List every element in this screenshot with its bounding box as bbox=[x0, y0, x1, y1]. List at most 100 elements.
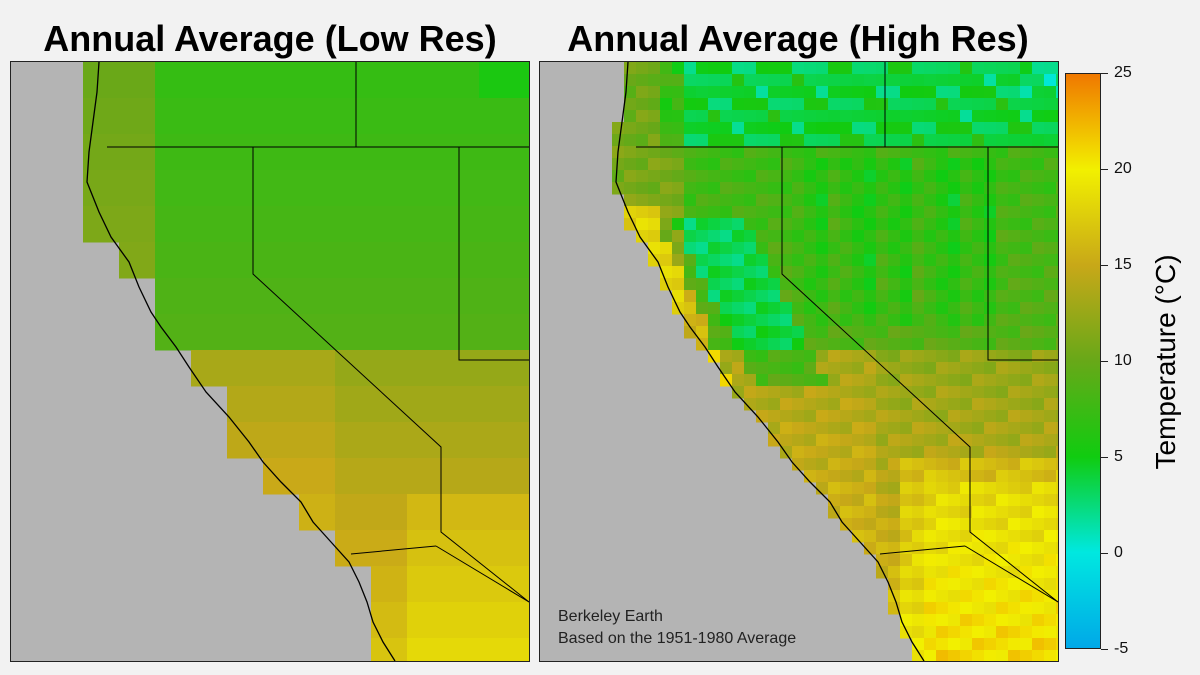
grid-cell bbox=[1032, 338, 1045, 351]
grid-cell bbox=[828, 446, 841, 459]
grid-cell bbox=[984, 530, 997, 543]
grid-cell bbox=[900, 158, 913, 171]
grid-cell bbox=[984, 398, 997, 411]
grid-cell bbox=[299, 98, 336, 135]
grid-cell bbox=[1008, 434, 1021, 447]
grid-cell bbox=[1008, 230, 1021, 243]
grid-cell bbox=[888, 482, 901, 495]
grid-cell bbox=[804, 254, 817, 267]
grid-cell bbox=[996, 398, 1009, 411]
grid-cell bbox=[924, 338, 937, 351]
grid-cell bbox=[972, 266, 985, 279]
grid-cell bbox=[804, 290, 817, 303]
grid-cell bbox=[888, 230, 901, 243]
grid-cell bbox=[696, 122, 709, 135]
grid-cell bbox=[191, 350, 228, 387]
grid-cell bbox=[924, 302, 937, 315]
grid-cell bbox=[864, 146, 877, 159]
grid-cell bbox=[864, 314, 877, 327]
grid-cell bbox=[888, 290, 901, 303]
grid-cell bbox=[1008, 542, 1021, 555]
grid-cell bbox=[732, 218, 745, 231]
grid-cell bbox=[479, 422, 516, 459]
grid-cell bbox=[876, 482, 889, 495]
grid-cell bbox=[888, 422, 901, 435]
grid-cell bbox=[732, 302, 745, 315]
grid-cell bbox=[996, 314, 1009, 327]
grid-cell bbox=[756, 158, 769, 171]
grid-cell bbox=[936, 350, 949, 363]
grid-cell bbox=[119, 206, 156, 243]
grid-cell bbox=[912, 350, 925, 363]
grid-cell bbox=[768, 398, 781, 411]
grid-cell bbox=[407, 134, 444, 171]
grid-cell bbox=[708, 302, 721, 315]
grid-cell bbox=[924, 554, 937, 567]
grid-cell bbox=[960, 566, 973, 579]
grid-cell bbox=[1044, 314, 1057, 327]
grid-cell bbox=[708, 194, 721, 207]
grid-cell bbox=[780, 386, 793, 399]
grid-cell bbox=[876, 434, 889, 447]
grid-cell bbox=[924, 458, 937, 471]
grid-cell bbox=[756, 74, 769, 87]
grid-cell bbox=[443, 458, 480, 495]
grid-cell bbox=[744, 278, 757, 291]
grid-cell bbox=[515, 62, 529, 99]
colorbar-tick-label: 10 bbox=[1114, 352, 1132, 369]
grid-cell bbox=[852, 434, 865, 447]
grid-cell bbox=[720, 206, 733, 219]
grid-cell bbox=[984, 122, 997, 135]
grid-cell bbox=[936, 134, 949, 147]
grid-cell bbox=[780, 374, 793, 387]
grid-cell bbox=[1032, 590, 1045, 603]
grid-cell bbox=[984, 62, 997, 75]
grid-cell bbox=[768, 74, 781, 87]
grid-cell bbox=[840, 494, 853, 507]
grid-cell bbox=[924, 146, 937, 159]
grid-cell bbox=[828, 302, 841, 315]
grid-cell bbox=[972, 278, 985, 291]
grid-cell bbox=[864, 278, 877, 291]
grid-cell bbox=[1056, 254, 1058, 267]
grid-cell bbox=[660, 98, 673, 111]
grid-cell bbox=[515, 314, 529, 351]
grid-cell bbox=[1032, 266, 1045, 279]
grid-cell bbox=[804, 170, 817, 183]
grid-cell bbox=[696, 230, 709, 243]
grid-cell bbox=[1008, 362, 1021, 375]
grid-cell bbox=[720, 290, 733, 303]
grid-cell bbox=[984, 386, 997, 399]
grid-cell bbox=[780, 170, 793, 183]
grid-cell bbox=[912, 518, 925, 531]
grid-cell bbox=[792, 458, 805, 471]
grid-cell bbox=[996, 338, 1009, 351]
grid-cell bbox=[1056, 470, 1058, 483]
grid-cell bbox=[972, 86, 985, 99]
grid-cell bbox=[227, 386, 264, 423]
grid-cell bbox=[960, 470, 973, 483]
grid-cell bbox=[852, 146, 865, 159]
grid-cell bbox=[840, 386, 853, 399]
grid-cell bbox=[924, 566, 937, 579]
grid-cell bbox=[696, 194, 709, 207]
grid-cell bbox=[1020, 242, 1033, 255]
grid-cell bbox=[876, 530, 889, 543]
grid-cell bbox=[1008, 374, 1021, 387]
grid-cell bbox=[1020, 518, 1033, 531]
grid-cell bbox=[660, 218, 673, 231]
grid-cell bbox=[1032, 158, 1045, 171]
grid-cell bbox=[720, 278, 733, 291]
grid-cell bbox=[792, 446, 805, 459]
grid-cell bbox=[804, 362, 817, 375]
grid-cell bbox=[948, 398, 961, 411]
grid-cell bbox=[708, 170, 721, 183]
grid-cell bbox=[768, 170, 781, 183]
grid-cell bbox=[936, 434, 949, 447]
grid-cell bbox=[852, 182, 865, 195]
grid-cell bbox=[840, 362, 853, 375]
grid-cell bbox=[780, 86, 793, 99]
grid-cell bbox=[816, 350, 829, 363]
grid-cell bbox=[984, 566, 997, 579]
grid-cell bbox=[912, 146, 925, 159]
